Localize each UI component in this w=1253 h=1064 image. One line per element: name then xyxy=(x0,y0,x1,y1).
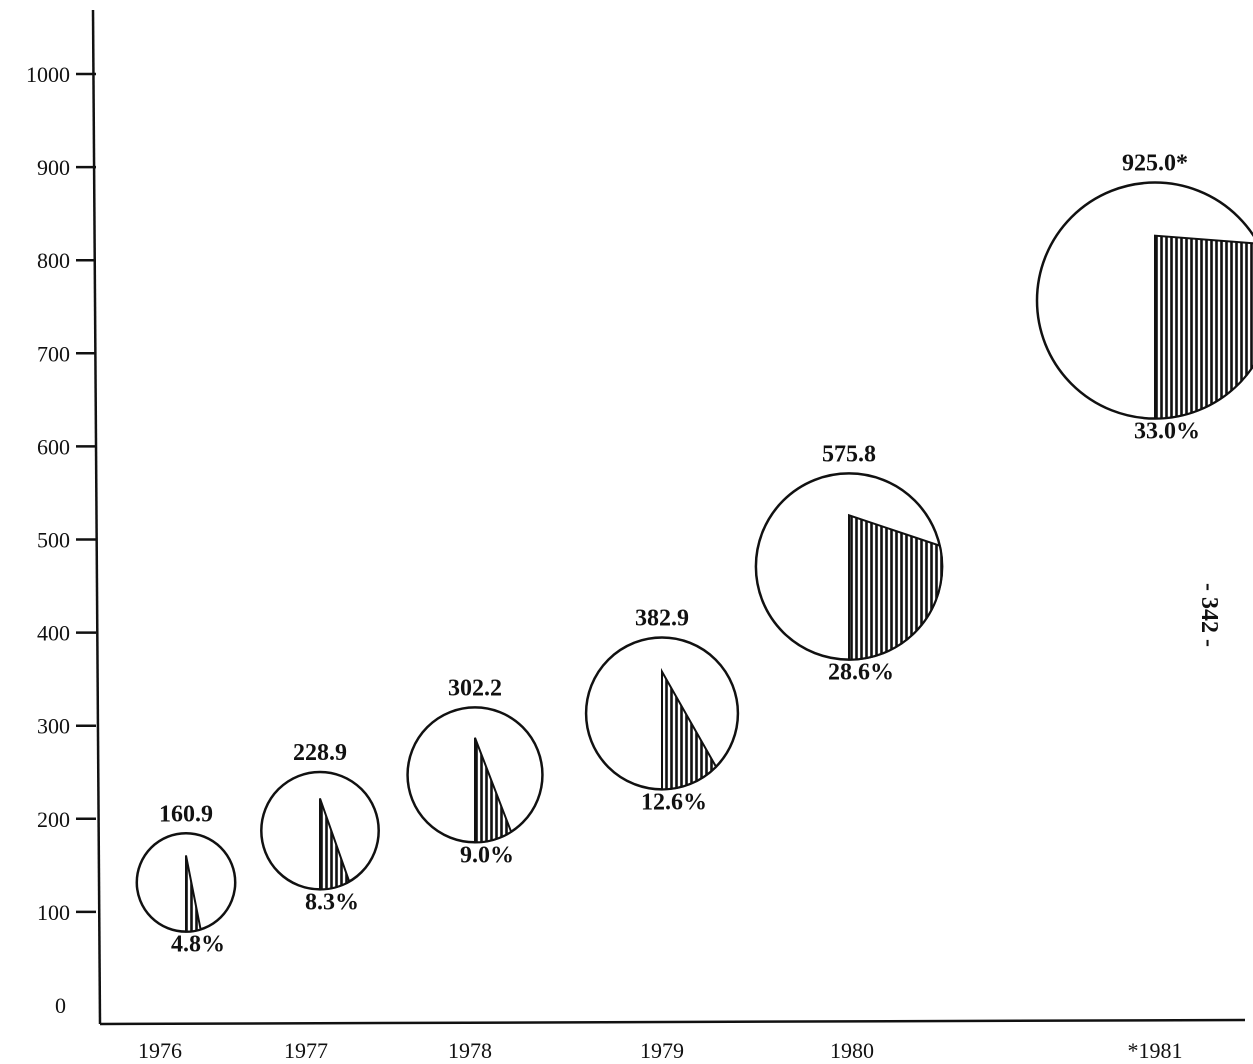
y-ticks: 0 100 200 300 400 500 600 700 800 900 1000 xyxy=(26,62,96,1018)
y-tick-label: 800 xyxy=(37,248,70,273)
bubble-group: 925.0* 33.0% xyxy=(1035,151,1253,445)
value-label: 382.9 xyxy=(635,605,689,631)
y-tick-label: 400 xyxy=(37,621,70,646)
page-number: - 342 - xyxy=(1196,583,1222,647)
y-tick-label: 1000 xyxy=(26,62,70,87)
value-label: 925.0* xyxy=(1122,151,1188,177)
y-tick-label: 0 xyxy=(55,993,66,1018)
value-label: 302.2 xyxy=(448,675,502,701)
x-tick-label: 1980 xyxy=(830,1038,874,1063)
x-tick-label: 1977 xyxy=(284,1038,328,1063)
x-tick-label: 1976 xyxy=(138,1038,182,1063)
share-wedge xyxy=(319,798,351,891)
axes xyxy=(91,9,1246,1026)
x-axis-line xyxy=(99,1018,1246,1026)
y-axis-line xyxy=(91,9,102,1025)
share-wedge xyxy=(474,737,513,844)
share-wedge xyxy=(848,513,944,661)
x-tick-label: 1979 xyxy=(640,1038,684,1063)
y-tick-label: 100 xyxy=(37,900,70,925)
share-label: 12.6% xyxy=(641,789,707,815)
y-tick-label: 300 xyxy=(37,714,70,739)
y-tick-label: 500 xyxy=(37,528,70,553)
share-label: 28.6% xyxy=(828,660,894,686)
bubble-group: 228.9 8.3% xyxy=(260,740,380,915)
share-wedge xyxy=(661,667,718,791)
share-label: 8.3% xyxy=(305,889,359,915)
bubble-group: 382.9 12.6% xyxy=(584,605,740,815)
y-tick-label: 700 xyxy=(37,341,70,366)
share-label: 9.0% xyxy=(460,842,514,868)
share-label: 4.8% xyxy=(171,932,225,958)
x-ticks: 1976 1977 1978 1979 1980 *1981 xyxy=(138,1038,1183,1063)
y-tick-label: 200 xyxy=(37,807,70,832)
y-tick-label: 600 xyxy=(37,434,70,459)
value-label: 160.9 xyxy=(159,801,213,827)
bubble-group: 160.9 4.8% xyxy=(135,801,237,958)
value-label: 228.9 xyxy=(293,740,347,766)
bubble-group: 575.8 28.6% xyxy=(754,441,944,686)
x-tick-label: *1981 xyxy=(1128,1038,1183,1063)
share-wedge xyxy=(1154,234,1253,420)
share-label: 33.0% xyxy=(1134,419,1200,445)
bubble-group: 302.2 9.0% xyxy=(406,675,544,868)
value-label: 575.8 xyxy=(822,441,876,467)
bubbles: 160.9 4.8% 228.9 8.3% 302.2 9.0% 382.9 12.6% 575… xyxy=(135,151,1253,958)
share-wedge xyxy=(185,855,202,933)
y-tick-label: 900 xyxy=(37,155,70,180)
x-tick-label: 1978 xyxy=(448,1038,492,1063)
